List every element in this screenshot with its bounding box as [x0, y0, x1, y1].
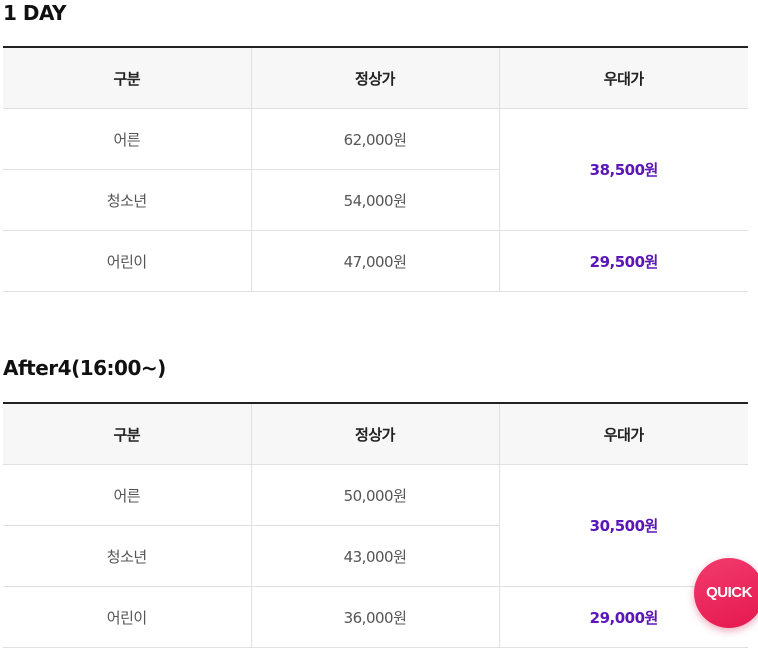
- header-category: 구분: [3, 403, 251, 465]
- table-row: 어른 62,000원 38,500원: [3, 108, 748, 231]
- header-discount-price: 우대가: [498, 47, 748, 109]
- section-title-1day: 1 DAY: [3, 1, 67, 25]
- header-discount-price: 우대가: [498, 403, 748, 465]
- category-cell: 청소년: [3, 169, 251, 231]
- quick-menu-button[interactable]: QUICK: [694, 558, 758, 628]
- table-row: 청소년 43,000원: [3, 525, 748, 587]
- table-header-row: 구분 정상가 우대가: [3, 403, 748, 465]
- table-row: 어린이 36,000원 29,000원: [3, 586, 748, 648]
- regular-price-cell: 54,000원: [250, 169, 499, 231]
- category-cell: 청소년: [3, 525, 251, 587]
- category-cell: 어린이: [3, 586, 251, 648]
- regular-price-cell: 43,000원: [250, 525, 499, 587]
- category-cell: 어른: [3, 464, 251, 526]
- discount-price-cell: 29,500원: [498, 230, 748, 292]
- table-header-row: 구분 정상가 우대가: [3, 47, 748, 109]
- category-cell: 어린이: [3, 230, 251, 292]
- discount-price-cell: 38,500원: [498, 108, 748, 231]
- header-category: 구분: [3, 47, 251, 109]
- table-row: 어른 50,000원 30,500원: [3, 464, 748, 587]
- price-table-1day: 구분 정상가 우대가 어른 62,000원 38,500원 청소년 54,000…: [3, 46, 748, 292]
- table-row: 어린이 47,000원 29,500원: [3, 230, 748, 292]
- section-title-after4: After4(16:00~): [3, 356, 166, 380]
- header-regular-price: 정상가: [250, 47, 499, 109]
- regular-price-cell: 36,000원: [250, 586, 499, 648]
- table-row: 청소년 54,000원: [3, 169, 748, 231]
- regular-price-cell: 62,000원: [250, 108, 499, 170]
- regular-price-cell: 47,000원: [250, 230, 499, 292]
- header-regular-price: 정상가: [250, 403, 499, 465]
- regular-price-cell: 50,000원: [250, 464, 499, 526]
- category-cell: 어른: [3, 108, 251, 170]
- price-table-after4: 구분 정상가 우대가 어른 50,000원 30,500원 청소년 43,000…: [3, 402, 748, 648]
